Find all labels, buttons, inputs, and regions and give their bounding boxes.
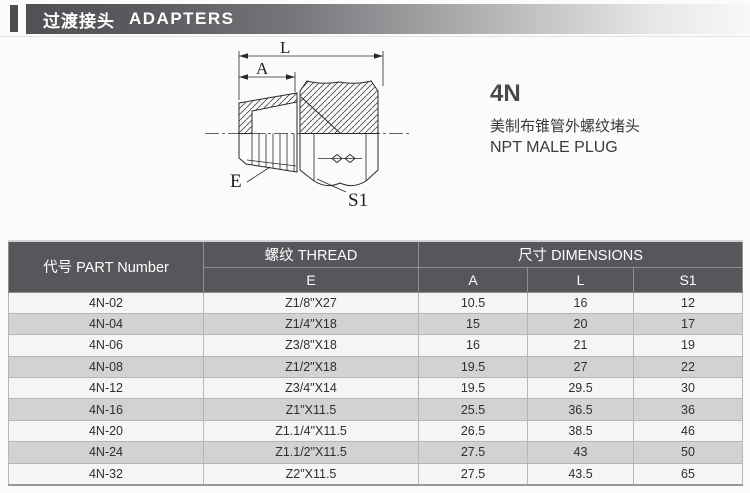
- cell-dim-s1: 22: [632, 355, 744, 379]
- product-heading: 4N 美制布锥管外螺纹堵头 NPT MALE PLUG: [490, 80, 640, 157]
- col-group-thread: 螺纹 THREAD: [203, 240, 419, 268]
- col-header-A: A: [418, 266, 528, 293]
- col-group-dimensions: 尺寸 DIMENSIONS: [417, 240, 744, 268]
- cell-dim-s1: 50: [632, 441, 744, 464]
- cell-dim-s1: 19: [632, 334, 744, 357]
- table-row: 4N-16 Z1"X11.5 25.5 36.5 36: [8, 398, 744, 421]
- page-title-en: ADAPTERS: [129, 9, 235, 28]
- page-title-banner: 过渡接头 ADAPTERS: [26, 4, 750, 34]
- cell-dim-a: 27.5: [418, 441, 528, 464]
- table-row: 4N-02 Z1/8"X27 10.5 16 12: [8, 291, 744, 314]
- cell-dim-a: 25.5: [418, 398, 528, 421]
- cell-dim-s1: 17: [632, 312, 744, 336]
- table-row: 4N-06 Z3/8"X18 16 21 19: [8, 334, 744, 357]
- cell-part: 4N-16: [8, 398, 204, 421]
- cell-thread: Z1/4"X18: [203, 312, 419, 336]
- cell-dim-l: 43.5: [527, 462, 634, 486]
- table-row: 4N-04 Z1/4"X18 15 20 17: [8, 312, 744, 336]
- thread-profile: [238, 133, 298, 173]
- cell-dim-s1: 30: [632, 377, 744, 400]
- hex-section: [299, 80, 379, 134]
- cell-dim-s1: 12: [632, 291, 744, 314]
- cell-dim-a: 15: [418, 312, 528, 336]
- cell-part: 4N-04: [8, 312, 204, 336]
- technical-drawing: L A E S1: [200, 38, 420, 218]
- cell-dim-l: 29.5: [527, 377, 634, 400]
- table-row: 4N-32 Z2"X11.5 27.5 43.5 65: [8, 462, 744, 486]
- cell-dim-s1: 36: [632, 398, 744, 421]
- cell-dim-a: 10.5: [418, 291, 528, 314]
- cell-dim-l: 27: [527, 355, 634, 379]
- cell-thread: Z3/8"X18: [203, 334, 419, 357]
- table-row: 4N-20 Z1.1/4"X11.5 26.5 38.5 46: [8, 419, 744, 443]
- table-row: 4N-12 Z3/4"X14 19.5 29.5 30: [8, 377, 744, 400]
- cell-part: 4N-08: [8, 355, 204, 379]
- cell-dim-s1: 65: [632, 462, 744, 486]
- cell-dim-a: 19.5: [418, 377, 528, 400]
- cell-dim-a: 26.5: [418, 419, 528, 443]
- cell-part: 4N-06: [8, 334, 204, 357]
- cell-thread: Z1.1/4"X11.5: [203, 419, 419, 443]
- cell-dim-l: 20: [527, 312, 634, 336]
- cell-part: 4N-32: [8, 462, 204, 486]
- cell-part: 4N-24: [8, 441, 204, 464]
- cell-dim-a: 19.5: [418, 355, 528, 379]
- cell-dim-l: 43: [527, 441, 634, 464]
- table-row: 4N-24 Z1.1/2"X11.5 27.5 43 50: [8, 441, 744, 464]
- label-E: E: [230, 171, 242, 192]
- dim-label-A: A: [256, 59, 269, 78]
- spec-table: 代号 PART Number 螺纹 THREAD 尺寸 DIMENSIONS E…: [8, 240, 744, 486]
- product-name-en: NPT MALE PLUG: [490, 139, 618, 156]
- cell-part: 4N-12: [8, 377, 204, 400]
- cell-dim-s1: 46: [632, 419, 744, 443]
- cell-dim-l: 38.5: [527, 419, 634, 443]
- dim-label-L: L: [280, 38, 290, 57]
- cell-dim-l: 21: [527, 334, 634, 357]
- cell-dim-l: 36.5: [527, 398, 634, 421]
- page-title-zh: 过渡接头: [43, 11, 115, 31]
- cell-dim-a: 16: [418, 334, 528, 357]
- col-header-L: L: [527, 266, 634, 293]
- banner-accent-bar: [10, 5, 18, 32]
- table-row: 4N-08 Z1/2"X18 19.5 27 22: [8, 355, 744, 379]
- col-header-S1: S1: [632, 266, 744, 293]
- cell-thread: Z1.1/2"X11.5: [203, 441, 419, 464]
- cell-thread: Z1"X11.5: [203, 398, 419, 421]
- cell-thread: Z1/2"X18: [203, 355, 419, 379]
- hex-profile: [299, 133, 379, 187]
- label-S1: S1: [348, 190, 368, 211]
- col-header-part-number: 代号 PART Number: [8, 240, 204, 293]
- cell-dim-l: 16: [527, 291, 634, 314]
- cell-part: 4N-20: [8, 419, 204, 443]
- cell-dim-a: 27.5: [418, 462, 528, 486]
- thread-section: [238, 92, 298, 134]
- product-code: 4N: [490, 80, 521, 107]
- cell-thread: Z3/4"X14: [203, 377, 419, 400]
- banner-underline: [0, 36, 750, 37]
- cell-thread: Z1/8"X27: [203, 291, 419, 314]
- cell-thread: Z2"X11.5: [203, 462, 419, 486]
- cell-part: 4N-02: [8, 291, 204, 314]
- col-header-E: E: [203, 266, 419, 293]
- product-name-zh: 美制布锥管外螺纹堵头: [490, 118, 641, 135]
